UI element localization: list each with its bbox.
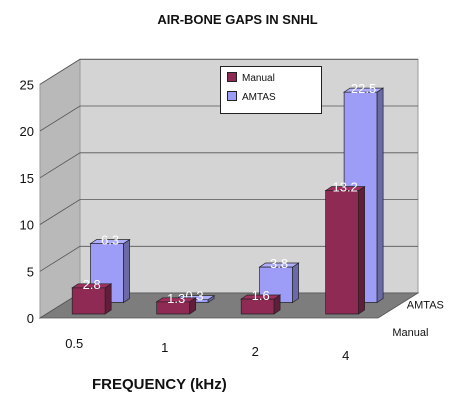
legend-label-amtas: AMTAS [242,92,276,103]
bar-manual-0.5 [71,283,113,315]
data-label-manual-2: 1.6 [252,288,270,303]
data-label-manual-0.5: 2.8 [83,277,101,292]
bar-amtas-0.5-top [89,239,131,244]
gridline-5 [39,58,418,85]
side-wall [39,58,81,319]
bar-manual-1 [155,297,197,315]
bar-amtas-0.5-side [123,238,130,304]
legend: Manual AMTAS [220,66,322,114]
data-label-amtas-2: 3.8 [270,256,288,271]
legend-item-manual: Manual [227,72,275,86]
gridline-1 [39,245,418,272]
y-tick-label: 0 [27,311,34,326]
bar-manual-1-top [155,297,197,303]
y-tick-label: 25 [20,77,34,92]
chart-title: AIR-BONE GAPS IN SNHL [157,12,318,27]
bar-manual-2 [240,294,282,315]
legend-label-manual: Manual [242,73,275,84]
bar-manual-4-side [358,185,365,315]
data-label-manual-1: 1.3 [167,291,185,306]
data-label-amtas-4: 22.5 [351,81,376,96]
x-axis-title: FREQUENCY (kHz) [92,376,227,393]
bar-manual-0.5-side [104,283,112,315]
gridline-2 [39,199,418,225]
y-tick-label: 10 [20,218,34,233]
y-tick-label: 15 [20,171,34,186]
bar-amtas-2-side [292,262,299,304]
bar-manual-4-front [325,190,359,315]
y-tick-label: 5 [27,264,34,279]
depth-label: Manual [392,327,428,339]
data-label-manual-4: 13.2 [332,180,357,195]
depth-label: AMTAS [407,300,444,312]
data-label-amtas-0.5: 6.3 [101,233,119,248]
legend-item-amtas: AMTAS [227,91,276,105]
x-tick-label: 1 [161,340,168,355]
bar-manual-4-top [324,186,366,191]
x-tick-label: 0.5 [65,336,83,351]
legend-swatch-amtas [227,91,237,101]
x-tick-label: 4 [342,348,349,363]
bar-amtas-2 [258,262,300,304]
bar-manual-2-top [240,294,282,300]
bar-manual-0.5-top [71,283,113,289]
floor [38,292,420,319]
bar-amtas-4-side [376,87,384,304]
gridline-3 [39,152,418,179]
bar-amtas-2-top [258,262,300,268]
y-tick-label: 20 [20,124,34,139]
bar-manual-4 [324,185,366,315]
x-tick-label: 2 [252,344,259,359]
bar-amtas-4-top [342,87,385,93]
legend-swatch-manual [227,72,237,82]
